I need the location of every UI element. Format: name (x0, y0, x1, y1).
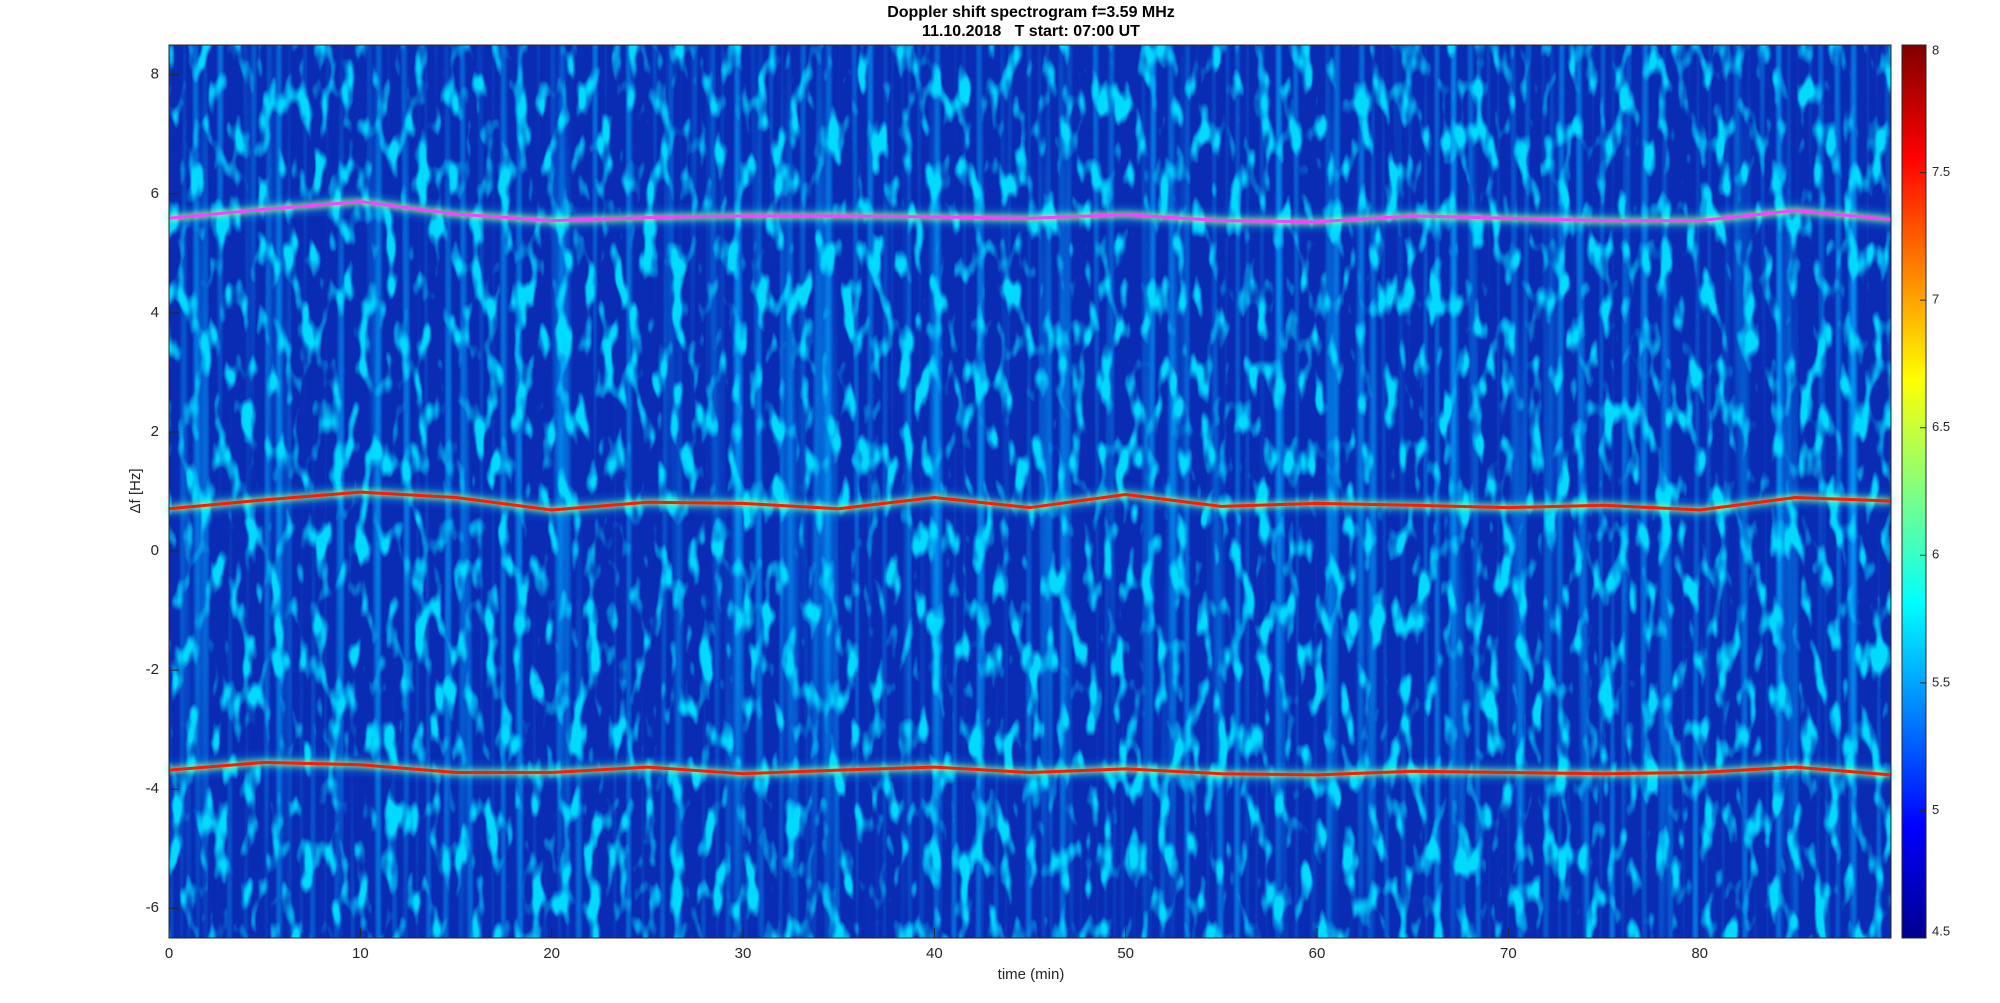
colorbar-tick-label: 6 (1932, 547, 1939, 562)
y-tick-label: 6 (151, 185, 159, 202)
trace (168, 760, 1892, 777)
colorbar-tick-label: 4.5 (1932, 923, 1950, 938)
trace (168, 490, 1892, 512)
x-tick-label: 30 (735, 945, 752, 962)
colorbar-tick-label: 6.5 (1932, 419, 1950, 434)
trace (168, 200, 1892, 224)
noise-speckle (169, 45, 1891, 938)
colorbar (1901, 44, 1927, 939)
plot-area (168, 200, 1892, 777)
x-axis-label: time (min) (998, 966, 1065, 983)
colorbar-tick-label: 7.5 (1932, 164, 1950, 179)
x-tick-label: 40 (926, 945, 943, 962)
colorbar-tick-label: 8 (1932, 42, 1939, 57)
chart-title: Doppler shift spectrogram f=3.59 MHz (887, 4, 1175, 21)
y-tick-label: -6 (146, 899, 159, 916)
y-tick-label: 8 (151, 66, 159, 83)
y-tick-label: -2 (146, 661, 159, 678)
x-tick-label: 50 (1117, 945, 1134, 962)
y-tick-label: 4 (151, 304, 159, 321)
y-axis-label: Δf [Hz] (127, 468, 144, 513)
x-tick-label: 20 (543, 945, 560, 962)
axes-box (168, 44, 1892, 939)
chart-subtitle: 11.10.2018 T start: 07:00 UT (922, 23, 1140, 40)
x-tick-label: 0 (165, 945, 173, 962)
x-tick-label: 80 (1691, 945, 1708, 962)
y-tick-label: 0 (151, 542, 159, 559)
x-tick-label: 70 (1500, 945, 1517, 962)
x-tick-label: 10 (352, 945, 369, 962)
x-tick-label: 60 (1309, 945, 1326, 962)
colorbar-tick-label: 7 (1932, 292, 1939, 307)
y-tick-label: 2 (151, 423, 159, 440)
y-tick-label: -4 (146, 780, 159, 797)
colorbar-tick-label: 5 (1932, 802, 1939, 817)
colorbar-tick-label: 5.5 (1932, 674, 1950, 689)
